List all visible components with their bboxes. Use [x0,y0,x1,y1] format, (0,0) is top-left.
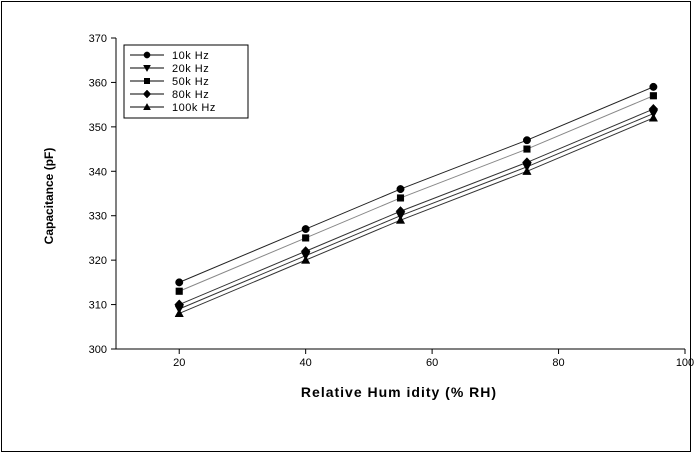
y-tick-label: 360 [89,77,107,89]
data-point [648,113,659,122]
series-line-5 [179,117,654,314]
legend-label: 50k Hz [172,76,209,88]
y-tick-label: 370 [89,33,107,45]
series-lines [179,86,654,314]
legend-label: 80k Hz [172,89,209,101]
y-axis-title: Capacitance (pF) [42,148,56,245]
y-tick-label: 310 [89,300,107,312]
data-point [301,255,311,264]
legend-marker [142,89,152,99]
legend-marker [143,65,151,73]
series-line-1 [179,86,654,283]
x-tick-label: 80 [552,357,564,369]
legend-marker [144,78,150,84]
legend-label: 100k Hz [172,102,216,114]
y-tick-label: 330 [89,211,107,223]
series-line-2 [179,113,654,310]
series-markers [174,82,659,318]
legend-marker [143,51,151,59]
y-tick-label: 350 [89,122,107,134]
series-line-4 [179,108,654,306]
legend-label: 20k Hz [172,63,209,75]
y-tick-label: 320 [89,255,107,267]
data-point [175,287,183,295]
data-point [649,82,658,91]
legend-marker [143,102,151,110]
data-point [649,92,657,100]
x-tick-label: 20 [173,357,185,369]
data-point [302,234,310,242]
data-point [175,278,184,287]
y-tick-label: 300 [89,344,107,356]
x-tick-label: 40 [300,357,312,369]
data-point [522,166,532,175]
data-point [396,185,405,194]
data-point [396,194,405,202]
x-tick-label: 60 [426,357,438,369]
x-axis-title: Relative Hum idity (% RH) [301,384,497,400]
data-point [523,145,531,153]
series-line-3 [179,95,654,292]
y-tick-label: 340 [89,166,107,178]
data-point [174,308,184,318]
data-point [301,225,310,234]
data-point [522,136,531,145]
x-tick-label: 100 [676,357,694,369]
axes: 20 40 60 80 100 300 310 320 330 340 350 360 370 [89,33,694,369]
data-point [395,215,406,224]
legend-label: 10k Hz [172,50,209,62]
